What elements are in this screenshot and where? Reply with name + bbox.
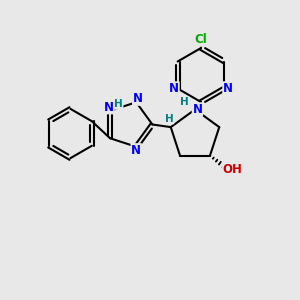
Text: H: H: [180, 97, 189, 107]
Text: N: N: [223, 82, 233, 95]
Text: H: H: [165, 114, 174, 124]
Text: H: H: [114, 99, 123, 109]
Text: N: N: [192, 103, 203, 116]
Text: Cl: Cl: [195, 33, 207, 46]
Text: OH: OH: [222, 163, 242, 176]
Text: N: N: [103, 100, 114, 114]
Text: N: N: [169, 82, 179, 95]
Text: N: N: [133, 92, 143, 105]
Text: N: N: [131, 144, 141, 157]
